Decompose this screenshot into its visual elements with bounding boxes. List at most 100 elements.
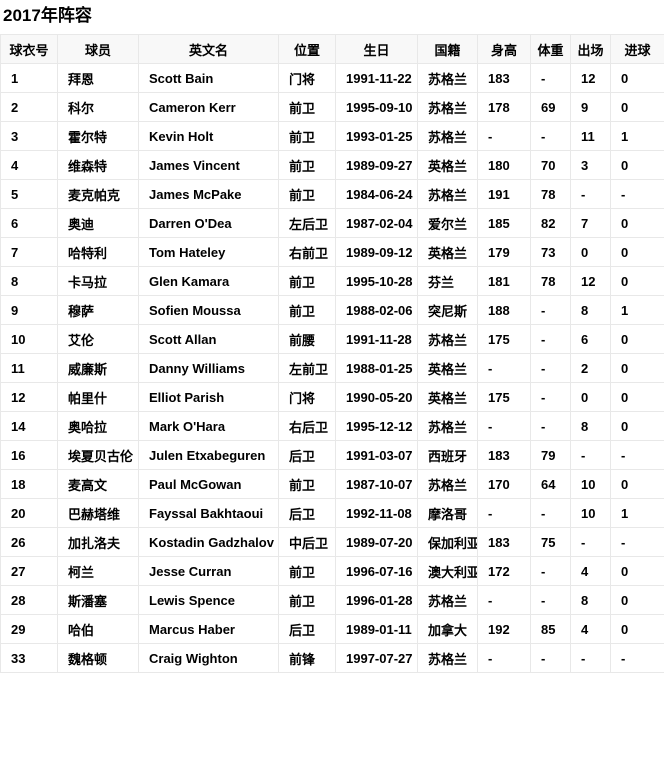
cell-height: - [477,585,531,615]
cell-player: 艾伦 [57,324,139,354]
cell-en-name: James Vincent [138,150,279,180]
header-row: 球衣号 球员 英文名 位置 生日 国籍 身高 体重 出场 进球 [0,34,664,64]
cell-en-name: James McPake [138,179,279,209]
cell-number: 8 [0,266,58,296]
column-header-player: 球员 [57,34,139,64]
cell-position: 前卫 [278,121,336,151]
cell-birthday: 1987-10-07 [335,469,418,499]
cell-en-name: Elliot Parish [138,382,279,412]
cell-nationality: 英格兰 [417,237,478,267]
table-row: 2 科尔 Cameron Kerr 前卫 1995-09-10 苏格兰 178 69 9 0 [0,92,664,122]
cell-weight: - [530,121,571,151]
cell-goals: 0 [610,411,664,441]
cell-height: - [477,353,531,383]
column-header-en-name: 英文名 [138,34,279,64]
cell-nationality: 英格兰 [417,353,478,383]
table-row: 33 魏格顿 Craig Wighton 前锋 1997-07-27 苏格兰 - - - - [0,643,664,673]
column-header-number: 球衣号 [0,34,58,64]
cell-number: 16 [0,440,58,470]
cell-player: 斯潘塞 [57,585,139,615]
cell-number: 33 [0,643,58,673]
cell-en-name: Sofien Moussa [138,295,279,325]
cell-number: 7 [0,237,58,267]
cell-height: 183 [477,440,531,470]
cell-appearances: 11 [570,121,611,151]
cell-birthday: 1984-06-24 [335,179,418,209]
cell-number: 11 [0,353,58,383]
table-row: 14 奥哈拉 Mark O'Hara 右后卫 1995-12-12 苏格兰 - -8 0 [0,411,664,441]
column-header-weight: 体重 [530,34,571,64]
cell-number: 2 [0,92,58,122]
cell-position: 前卫 [278,469,336,499]
cell-height: 180 [477,150,531,180]
cell-goals: 0 [610,324,664,354]
cell-player: 哈伯 [57,614,139,644]
cell-position: 前卫 [278,585,336,615]
table-row: 8 卡马拉 Glen Kamara 前卫 1995-10-28 芬兰 181 78 12 0 [0,266,664,296]
cell-position: 前卫 [278,179,336,209]
table-row: 9 穆萨 Sofien Moussa 前卫 1988-02-06 突尼斯 188-8 1 [0,295,664,325]
cell-goals: 1 [610,121,664,151]
cell-nationality: 苏格兰 [417,121,478,151]
cell-height: 183 [477,63,531,93]
cell-goals: - [610,643,664,673]
cell-birthday: 1990-05-20 [335,382,418,412]
cell-goals: 1 [610,498,664,528]
cell-goals: - [610,527,664,557]
cell-appearances: 7 [570,208,611,238]
cell-player: 霍尔特 [57,121,139,151]
squad-table-header: 球衣号 球员 英文名 位置 生日 国籍 身高 体重 出场 进球 [0,34,664,64]
cell-appearances: 2 [570,353,611,383]
cell-player: 帕里什 [57,382,139,412]
cell-player: 卡马拉 [57,266,139,296]
cell-player: 麦高文 [57,469,139,499]
cell-weight: - [530,643,571,673]
cell-appearances: 8 [570,585,611,615]
cell-weight: 78 [530,179,571,209]
cell-number: 5 [0,179,58,209]
cell-appearances: 8 [570,295,611,325]
cell-appearances: 8 [570,411,611,441]
cell-en-name: Scott Allan [138,324,279,354]
cell-height: - [477,643,531,673]
cell-height: - [477,121,531,151]
column-header-birthday: 生日 [335,34,418,64]
cell-number: 26 [0,527,58,557]
table-row: 20 巴赫塔维 Fayssal Bakhtaoui 后卫 1992-11-08 摩洛哥 - -… [0,498,664,528]
cell-appearances: 4 [570,614,611,644]
cell-position: 前卫 [278,150,336,180]
cell-nationality: 爱尔兰 [417,208,478,238]
cell-goals: 0 [610,614,664,644]
cell-nationality: 保加利亚 [417,527,478,557]
cell-number: 27 [0,556,58,586]
cell-appearances: 12 [570,266,611,296]
column-header-appearances: 出场 [570,34,611,64]
cell-birthday: 1995-12-12 [335,411,418,441]
cell-position: 右后卫 [278,411,336,441]
cell-weight: 82 [530,208,571,238]
cell-birthday: 1988-01-25 [335,353,418,383]
cell-position: 后卫 [278,498,336,528]
cell-en-name: Kostadin Gadzhalov [138,527,279,557]
cell-height: 188 [477,295,531,325]
table-row: 28 斯潘塞 Lewis Spence 前卫 1996-01-28 苏格兰 - -8 0 [0,585,664,615]
cell-height: - [477,411,531,441]
cell-number: 9 [0,295,58,325]
cell-birthday: 1989-01-11 [335,614,418,644]
cell-en-name: Danny Williams [138,353,279,383]
cell-nationality: 芬兰 [417,266,478,296]
cell-en-name: Glen Kamara [138,266,279,296]
page-title: 2017年阵容 [3,6,92,25]
cell-appearances: 6 [570,324,611,354]
table-row: 11 威廉斯 Danny Williams 左前卫 1988-01-25 英格兰 - -2 0 [0,353,664,383]
cell-weight: - [530,382,571,412]
cell-height: 172 [477,556,531,586]
cell-appearances: 3 [570,150,611,180]
cell-weight: 70 [530,150,571,180]
cell-en-name: Paul McGowan [138,469,279,499]
cell-appearances: 12 [570,63,611,93]
cell-goals: 0 [610,469,664,499]
cell-player: 科尔 [57,92,139,122]
cell-nationality: 澳大利亚 [417,556,478,586]
cell-position: 前锋 [278,643,336,673]
